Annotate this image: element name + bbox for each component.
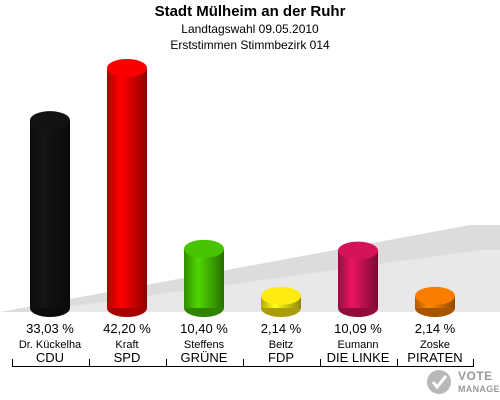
bar-body bbox=[107, 68, 147, 308]
bar-cdu bbox=[30, 111, 70, 317]
chart-subtitle-district: Erststimmen Stimmbezirk 014 bbox=[170, 38, 330, 52]
candidate-label: Kraft bbox=[115, 339, 139, 351]
value-label: 42,20 % bbox=[103, 321, 151, 336]
candidate-label: Steffens bbox=[183, 339, 225, 351]
party-label: DIE LINKE bbox=[326, 350, 390, 365]
candidate-label: Beitz bbox=[268, 339, 294, 351]
candidate-label: Dr. Kückelha bbox=[18, 339, 82, 351]
bar-spd bbox=[107, 59, 147, 317]
party-label: PIRATEN bbox=[407, 350, 463, 365]
bar-top bbox=[415, 286, 455, 305]
bar-chart bbox=[0, 59, 500, 317]
party-separator bbox=[320, 359, 321, 367]
party-separator bbox=[397, 359, 398, 367]
party-label: SPD bbox=[113, 350, 141, 365]
vote-manager-logo bbox=[427, 370, 451, 394]
bar-top bbox=[261, 286, 301, 305]
party-separator bbox=[89, 359, 90, 367]
candidate-label: Zoske bbox=[420, 339, 450, 351]
bar-body bbox=[184, 248, 224, 308]
bar-piraten bbox=[415, 286, 455, 317]
bar-top bbox=[184, 239, 224, 258]
party-label: GRÜNE bbox=[180, 350, 228, 365]
value-label: 2,14 % bbox=[260, 321, 302, 336]
logo-text-vote: VOTE bbox=[458, 369, 493, 383]
bar-fdp bbox=[261, 286, 301, 317]
floor-shadow-light bbox=[30, 250, 500, 312]
bar-gr-ne bbox=[184, 239, 224, 317]
chart-subtitle-election: Landtagswahl 09.05.2010 bbox=[181, 22, 319, 36]
bar-body bbox=[338, 250, 378, 308]
party-label: FDP bbox=[268, 350, 294, 365]
chart-title: Stadt Mülheim an der Ruhr bbox=[154, 3, 346, 20]
value-label: 10,09 % bbox=[334, 321, 382, 336]
party-separator bbox=[473, 359, 474, 367]
party-axis-line bbox=[12, 366, 474, 367]
party-separator bbox=[12, 359, 13, 367]
value-label: 10,40 % bbox=[180, 321, 228, 336]
bar-top bbox=[338, 241, 378, 260]
bar-top bbox=[107, 59, 147, 77]
candidate-label: Eumann bbox=[337, 339, 379, 351]
party-separator bbox=[243, 359, 244, 367]
party-separator bbox=[166, 359, 167, 367]
party-label: CDU bbox=[35, 350, 65, 365]
bar-body bbox=[30, 120, 70, 308]
value-label: 2,14 % bbox=[414, 321, 456, 336]
bar-top bbox=[30, 111, 70, 130]
logo-text-manager: MANAGER bbox=[458, 384, 500, 394]
bar-die-linke bbox=[338, 241, 378, 317]
value-label: 33,03 % bbox=[26, 321, 74, 336]
